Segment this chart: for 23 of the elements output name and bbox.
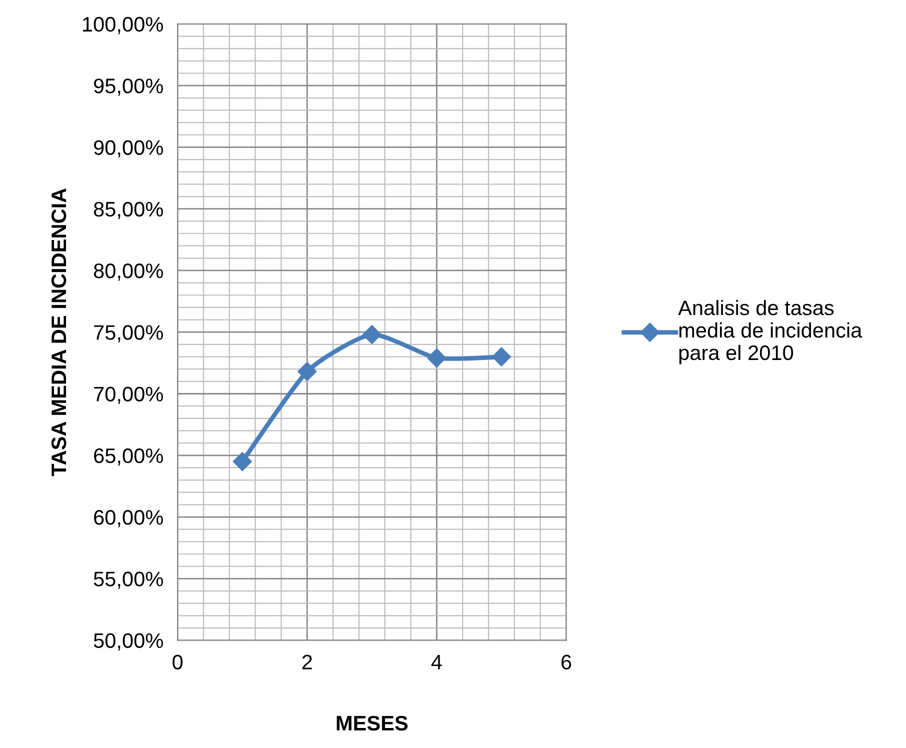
point [298, 362, 317, 382]
point [362, 325, 382, 344]
x-tick-label: 2 [302, 654, 312, 670]
y-tick-label: 90,00% [94, 140, 163, 158]
y-tick-label: 75,00% [94, 325, 163, 342]
y-tick-label: 70,00% [94, 386, 163, 404]
y-tick-label: 55,00% [94, 572, 163, 589]
point [232, 452, 252, 472]
y-tick-label: 60,00% [94, 510, 163, 528]
point [492, 347, 512, 366]
y-tick-label: 65,00% [94, 448, 163, 466]
y-tick-label: 50,00% [94, 633, 163, 651]
point [427, 348, 446, 368]
x-tick-label: 4 [431, 654, 442, 670]
y-tick-label: 80,00% [94, 263, 163, 281]
legend-label: Analisis de tasas media de incidencia para el 2010 [678, 300, 862, 364]
y-tick-label: 85,00% [94, 202, 163, 220]
x-tick-label: 6 [562, 654, 572, 670]
x-tick-label: 0 [172, 654, 183, 670]
x-axis-title: MESES [336, 716, 408, 731]
y-axis-title: TASA MEDIA DE INCIDENCIA [51, 188, 66, 476]
y-tick-label: 95,00% [94, 78, 163, 96]
y-tick-label: 100,00% [83, 16, 163, 34]
